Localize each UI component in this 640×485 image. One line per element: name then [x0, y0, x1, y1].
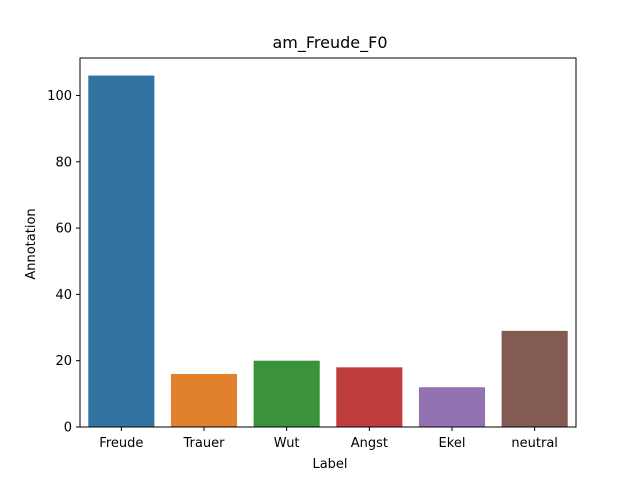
- x-tick-label: Wut: [274, 436, 300, 451]
- bar-neutral: [501, 330, 568, 427]
- y-axis-ticks: 0 20 40 60 80 100: [47, 89, 80, 436]
- y-tick-label: 80: [55, 155, 72, 170]
- bar-trauer: [170, 373, 238, 427]
- x-tick-label: neutral: [511, 436, 558, 451]
- bar-wut: [253, 360, 320, 427]
- y-axis-label: Annotation: [24, 208, 39, 279]
- x-tick-label: Trauer: [183, 436, 226, 451]
- y-tick-label: 40: [55, 288, 72, 303]
- bars-group: [88, 75, 568, 428]
- y-tick-label: 20: [55, 354, 72, 369]
- x-tick-label: Ekel: [439, 436, 466, 451]
- x-axis-label: Label: [312, 457, 347, 472]
- y-tick-label: 100: [47, 89, 72, 104]
- x-tick-label: Freude: [99, 436, 143, 451]
- chart-title: am_Freude_F0: [272, 33, 387, 53]
- axes-frame: [79, 57, 577, 428]
- bar-angst: [336, 367, 403, 427]
- x-tick-label: Angst: [351, 436, 388, 451]
- bar-freude: [88, 75, 155, 428]
- bar-ekel: [418, 387, 486, 427]
- x-axis-ticks: Freude Trauer Wut Angst Ekel neutral: [99, 427, 558, 451]
- y-tick-label: 0: [64, 421, 72, 436]
- y-tick-label: 60: [55, 222, 72, 237]
